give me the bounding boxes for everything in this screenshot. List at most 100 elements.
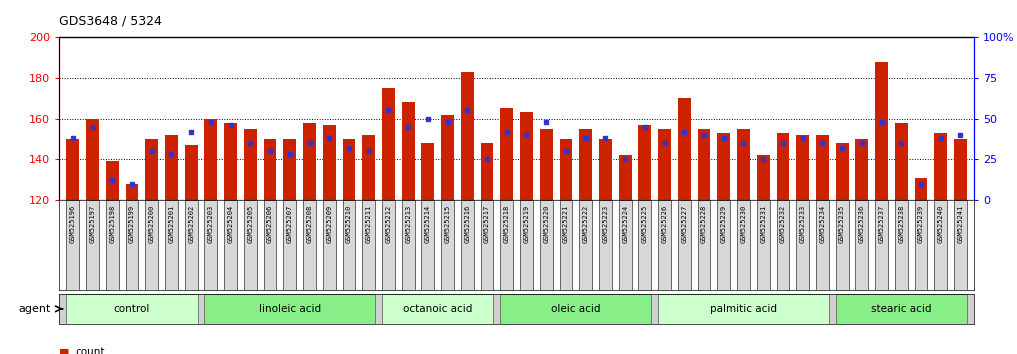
Bar xyxy=(263,139,277,200)
Text: GSM525203: GSM525203 xyxy=(207,205,214,243)
Bar xyxy=(836,200,848,290)
Bar xyxy=(106,200,119,290)
Bar xyxy=(599,139,612,200)
Text: linoleic acid: linoleic acid xyxy=(258,304,320,314)
Text: GSM525226: GSM525226 xyxy=(662,205,667,243)
Bar xyxy=(125,184,138,200)
Bar xyxy=(618,155,632,200)
Bar xyxy=(343,200,355,290)
Bar xyxy=(441,114,454,200)
Bar xyxy=(145,200,158,290)
Text: GSM525196: GSM525196 xyxy=(70,205,76,243)
Text: GSM525210: GSM525210 xyxy=(346,205,352,243)
Bar xyxy=(678,98,691,200)
Text: GSM525231: GSM525231 xyxy=(761,205,766,243)
Bar xyxy=(263,200,277,290)
Bar xyxy=(106,161,119,200)
Text: GDS3648 / 5324: GDS3648 / 5324 xyxy=(59,14,162,27)
Bar xyxy=(737,129,750,200)
Bar xyxy=(580,200,592,290)
Bar xyxy=(322,200,336,290)
Bar xyxy=(481,200,493,290)
Bar xyxy=(461,72,474,200)
Text: GSM525200: GSM525200 xyxy=(148,205,155,243)
Bar xyxy=(580,129,592,200)
Text: oleic acid: oleic acid xyxy=(551,304,601,314)
Text: GSM525207: GSM525207 xyxy=(287,205,293,243)
Text: GSM525236: GSM525236 xyxy=(858,205,864,243)
Bar xyxy=(540,129,552,200)
Bar xyxy=(658,294,829,324)
Text: count: count xyxy=(75,347,105,354)
Bar xyxy=(500,108,514,200)
Text: GSM525241: GSM525241 xyxy=(957,205,963,243)
Text: GSM525211: GSM525211 xyxy=(366,205,371,243)
Bar xyxy=(559,139,573,200)
Bar xyxy=(322,125,336,200)
Text: GSM525235: GSM525235 xyxy=(839,205,845,243)
Text: GSM525233: GSM525233 xyxy=(799,205,805,243)
Bar xyxy=(816,135,829,200)
Text: GSM525206: GSM525206 xyxy=(267,205,273,243)
Bar xyxy=(836,143,848,200)
Text: GSM525240: GSM525240 xyxy=(938,205,944,243)
Bar xyxy=(935,200,947,290)
Bar xyxy=(500,294,651,324)
Text: GSM525199: GSM525199 xyxy=(129,205,135,243)
Text: octanoic acid: octanoic acid xyxy=(403,304,473,314)
Bar xyxy=(441,200,454,290)
Text: GSM525204: GSM525204 xyxy=(228,205,234,243)
Bar xyxy=(618,200,632,290)
Bar xyxy=(639,125,651,200)
Bar xyxy=(796,135,810,200)
Bar xyxy=(757,155,770,200)
Bar xyxy=(520,200,533,290)
Bar xyxy=(876,62,888,200)
Bar xyxy=(481,143,493,200)
Text: GSM525238: GSM525238 xyxy=(898,205,904,243)
Bar xyxy=(954,200,967,290)
Text: GSM525225: GSM525225 xyxy=(642,205,648,243)
Bar xyxy=(540,200,552,290)
Text: GSM525197: GSM525197 xyxy=(89,205,96,243)
Text: GSM525214: GSM525214 xyxy=(425,205,431,243)
Text: GSM525234: GSM525234 xyxy=(820,205,826,243)
Bar xyxy=(165,200,178,290)
Bar xyxy=(402,102,415,200)
Bar xyxy=(362,200,375,290)
Bar xyxy=(658,200,671,290)
Bar xyxy=(855,200,869,290)
Bar xyxy=(914,178,928,200)
Bar xyxy=(303,122,316,200)
Text: stearic acid: stearic acid xyxy=(871,304,932,314)
Text: GSM525239: GSM525239 xyxy=(918,205,924,243)
Text: GSM525219: GSM525219 xyxy=(524,205,530,243)
Bar xyxy=(698,200,711,290)
Bar xyxy=(421,200,434,290)
Text: GSM525237: GSM525237 xyxy=(879,205,885,243)
Bar xyxy=(66,294,197,324)
Text: GSM525228: GSM525228 xyxy=(701,205,707,243)
Bar xyxy=(777,133,789,200)
Text: GSM525209: GSM525209 xyxy=(326,205,333,243)
Bar xyxy=(402,200,415,290)
Text: GSM525229: GSM525229 xyxy=(721,205,727,243)
Bar xyxy=(224,200,237,290)
Bar xyxy=(796,200,810,290)
Bar xyxy=(737,200,750,290)
Text: control: control xyxy=(114,304,151,314)
Text: palmitic acid: palmitic acid xyxy=(710,304,777,314)
Bar xyxy=(86,119,99,200)
Bar xyxy=(343,139,355,200)
Bar xyxy=(599,200,612,290)
Bar xyxy=(816,200,829,290)
Bar xyxy=(66,200,79,290)
Bar xyxy=(165,135,178,200)
Bar xyxy=(639,200,651,290)
Bar xyxy=(204,119,218,200)
Bar xyxy=(658,129,671,200)
Text: GSM525198: GSM525198 xyxy=(109,205,115,243)
Bar xyxy=(895,122,908,200)
Text: GSM525221: GSM525221 xyxy=(563,205,569,243)
Text: GSM525202: GSM525202 xyxy=(188,205,194,243)
